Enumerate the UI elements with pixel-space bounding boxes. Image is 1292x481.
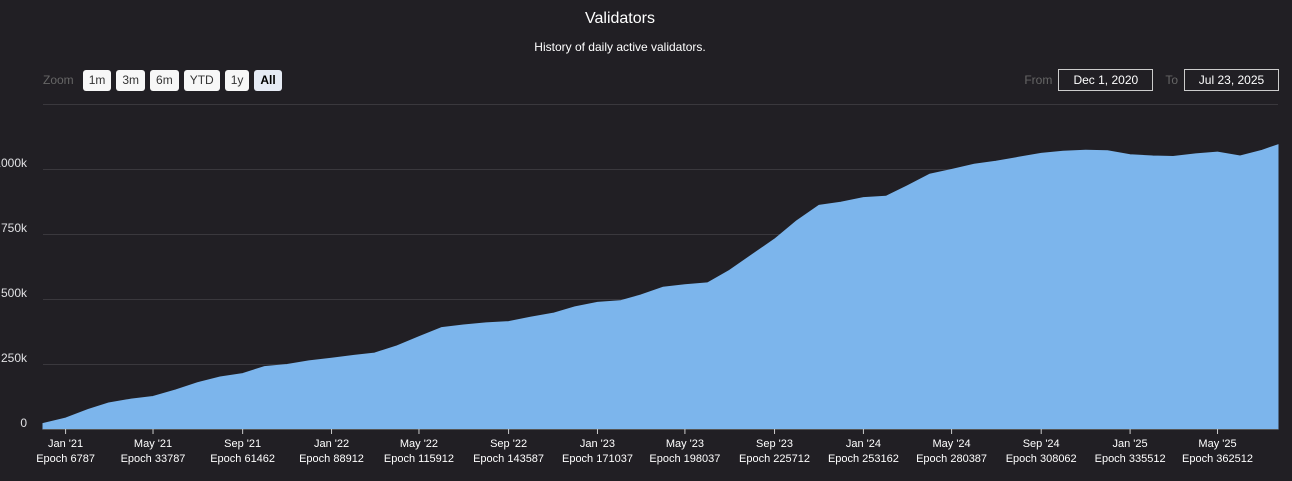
chart-title: Validators	[585, 10, 655, 27]
range-to-input[interactable]: Jul 23, 2025	[1184, 69, 1279, 91]
x-tick-month-label: Jan '22	[314, 438, 349, 450]
zoom-selector: Zoom 1m 3m 6m YTD 1y All	[43, 69, 282, 91]
x-tick-epoch-label: Epoch 198037	[649, 453, 720, 465]
series-area-0[interactable]	[42, 144, 1279, 430]
x-tick-month-label: Sep '23	[756, 438, 793, 450]
x-tick-epoch-label: Epoch 335512	[1095, 453, 1166, 465]
chart-subtitle: History of daily active validators.	[534, 40, 706, 54]
date-range-selector: From Dec 1, 2020 To Jul 23, 2025	[1024, 69, 1279, 91]
x-tick-epoch-label: Epoch 171037	[562, 453, 633, 465]
y-tick-label: 250k	[1, 351, 28, 365]
x-tick-month-label: Sep '21	[224, 438, 261, 450]
x-tick-epoch-label: Epoch 88912	[299, 453, 364, 465]
x-tick-epoch-label: Epoch 253162	[828, 453, 899, 465]
x-tick-epoch-label: Epoch 61462	[210, 453, 275, 465]
x-tick-month-label: May '24	[932, 438, 970, 450]
x-tick-month-label: May '23	[666, 438, 704, 450]
x-tick-month-label: Sep '22	[490, 438, 527, 450]
series-area-group	[42, 144, 1279, 430]
y-tick-label: 500k	[1, 286, 28, 300]
zoom-1y-button[interactable]: 1y	[224, 69, 250, 91]
y-axis: 0 250k 500k 750k 1000k	[0, 156, 28, 430]
x-tick-month-label: May '22	[400, 438, 438, 450]
x-axis: Jan '21 Epoch 6787 May '21 Epoch 33787 Sep '…	[36, 429, 1278, 465]
x-tick-epoch-label: Epoch 33787	[121, 453, 186, 465]
zoom-1m-button[interactable]: 1m	[82, 69, 112, 91]
x-tick-month-label: Jan '24	[846, 438, 881, 450]
range-from-label: From	[1024, 73, 1053, 87]
x-tick-epoch-label: Epoch 280387	[916, 453, 987, 465]
x-tick-epoch-label: Epoch 308062	[1006, 453, 1077, 465]
zoom-6m-button[interactable]: 6m	[150, 69, 179, 91]
y-tick-label: 750k	[1, 221, 28, 235]
range-from-input[interactable]: Dec 1, 2020	[1058, 69, 1154, 91]
x-tick-epoch-label: Epoch 225712	[739, 453, 810, 465]
x-tick-epoch-label: Epoch 115912	[384, 453, 454, 465]
y-tick-label: 1000k	[0, 156, 28, 170]
x-tick-month-label: Jan '25	[1113, 438, 1148, 450]
x-tick-epoch-label: Epoch 6787	[36, 453, 95, 465]
zoom-3m-button[interactable]: 3m	[116, 69, 146, 91]
x-tick-month-label: Sep '24	[1023, 438, 1060, 450]
x-tick-epoch-label: Epoch 362512	[1182, 453, 1253, 465]
x-tick-month-label: Jan '21	[48, 438, 83, 450]
zoom-all-button[interactable]: All	[254, 69, 282, 91]
x-tick-month-label: Jan '23	[580, 438, 615, 450]
zoom-label: Zoom	[43, 73, 74, 87]
y-tick-label: 0	[20, 416, 27, 430]
x-tick-epoch-label: Epoch 143587	[473, 453, 544, 465]
x-tick-month-label: May '21	[134, 438, 172, 450]
range-to-label: To	[1165, 73, 1178, 87]
x-tick-month-label: May '25	[1198, 438, 1236, 450]
zoom-ytd-button[interactable]: YTD	[183, 69, 220, 91]
